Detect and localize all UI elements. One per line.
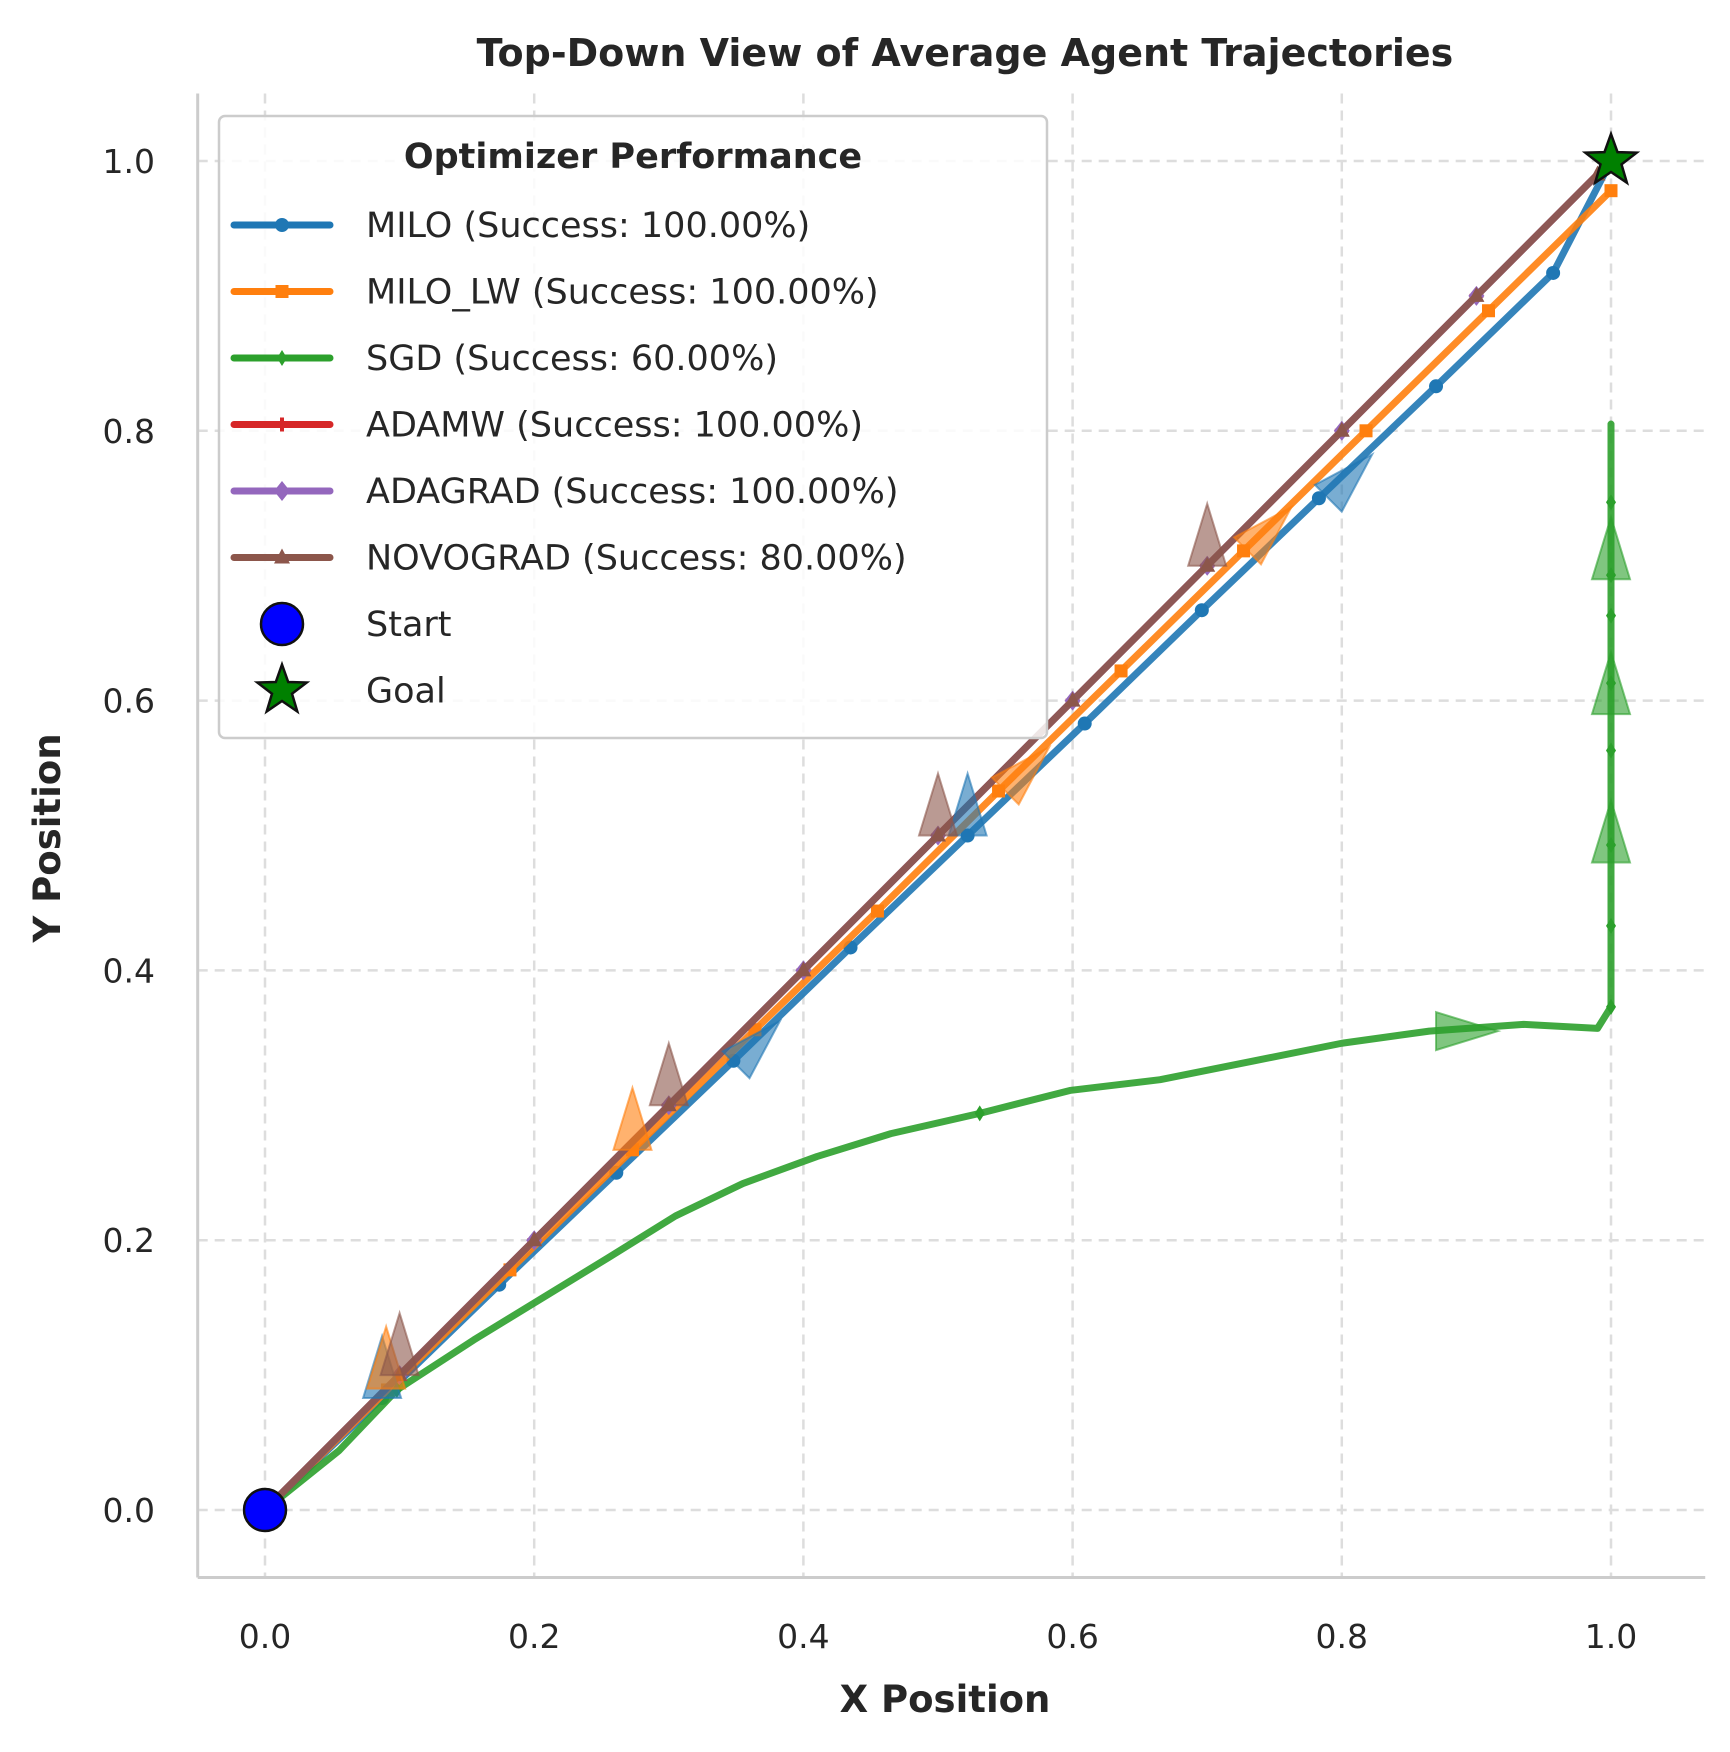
direction-arrow xyxy=(648,1039,690,1107)
data-point xyxy=(1606,742,1616,759)
x-tick-label: 1.0 xyxy=(1585,1617,1637,1656)
legend-label-goal: Goal xyxy=(366,672,446,712)
data-point xyxy=(275,285,289,298)
data-point xyxy=(1077,716,1092,731)
legend-label: ADAMW (Success: 100.00%) xyxy=(366,406,863,446)
legend-label: NOVOGRAD (Success: 80.00%) xyxy=(366,539,907,579)
data-point xyxy=(1606,998,1616,1015)
data-point xyxy=(1194,603,1209,618)
y-axis-label: Y Position xyxy=(26,733,69,943)
data-point xyxy=(1359,424,1373,438)
y-tick-label: 1.0 xyxy=(103,142,155,181)
direction-arrow xyxy=(379,1309,420,1377)
direction-arrow xyxy=(721,1018,783,1080)
legend: Optimizer Performance MILO (Success: 100… xyxy=(217,114,1049,740)
direction-arrow xyxy=(1590,648,1632,716)
data-point xyxy=(526,1231,543,1247)
legend-label-start: Start xyxy=(366,605,452,645)
direction-arrow xyxy=(1590,797,1632,864)
direction-arrow xyxy=(1590,513,1632,581)
x-tick-label: 0.8 xyxy=(1316,1617,1368,1656)
data-point xyxy=(1606,494,1616,511)
direction-arrow xyxy=(1232,504,1294,566)
start-marker xyxy=(242,1487,288,1533)
axes xyxy=(196,93,1706,1579)
chart-title: Top-Down View of Average Agent Trajector… xyxy=(477,31,1454,75)
series-line xyxy=(261,420,1615,1514)
data-point xyxy=(275,417,289,432)
x-tick-label: 0.4 xyxy=(777,1617,829,1656)
legend-label: SGD (Success: 60.00%) xyxy=(366,339,778,379)
direction-arrows xyxy=(361,451,1632,1400)
legend-box xyxy=(217,114,1049,740)
data-point xyxy=(1468,286,1485,302)
data-point xyxy=(795,961,812,977)
direction-arrow xyxy=(947,770,988,837)
direction-arrow xyxy=(1186,500,1228,567)
direction-arrow xyxy=(1313,451,1375,514)
direction-arrow xyxy=(990,744,1052,807)
x-tick-label: 0.0 xyxy=(239,1617,291,1656)
direction-arrow xyxy=(612,1084,653,1151)
legend-label: MILO (Success: 100.00%) xyxy=(366,206,810,246)
data-point xyxy=(1606,607,1616,624)
y-tick-label: 0.0 xyxy=(103,1491,155,1530)
data-point xyxy=(274,548,290,564)
data-point xyxy=(1604,184,1618,198)
data-point xyxy=(1114,664,1128,678)
y-tick-label: 0.6 xyxy=(103,682,155,721)
y-tick-label: 0.4 xyxy=(103,951,155,990)
data-point xyxy=(1311,491,1326,506)
data-point xyxy=(870,904,884,918)
y-tick-label: 0.2 xyxy=(103,1221,155,1260)
data-point xyxy=(1482,304,1496,318)
data-point xyxy=(1333,421,1350,437)
x-tick-label: 0.6 xyxy=(1046,1617,1098,1656)
direction-arrow xyxy=(1435,1010,1502,1052)
x-tick-label: 0.2 xyxy=(508,1617,560,1656)
goal-marker xyxy=(1581,130,1641,186)
data-point xyxy=(275,218,289,232)
x-tick-labels: 0.0 0.2 0.4 0.6 0.8 1.0 xyxy=(239,1617,1637,1656)
direction-arrow xyxy=(917,770,959,837)
legend-label: ADAGRAD (Success: 100.00%) xyxy=(366,472,899,512)
data-point xyxy=(274,481,290,501)
data-point xyxy=(277,350,287,366)
legend-title: Optimizer Performance xyxy=(404,137,862,177)
data-point xyxy=(1429,379,1444,394)
legend-start-marker xyxy=(259,601,305,647)
y-tick-labels: 0.0 0.2 0.4 0.6 0.8 1.0 xyxy=(103,142,155,1530)
x-axis-label: X Position xyxy=(840,1678,1051,1721)
legend-items: MILO (Success: 100.00%) MILO_LW (Success:… xyxy=(230,206,907,715)
data-point xyxy=(974,1105,985,1122)
data-point xyxy=(1064,691,1081,707)
y-tick-label: 0.8 xyxy=(103,412,155,451)
data-point xyxy=(1546,265,1561,280)
legend-goal-marker xyxy=(253,660,311,715)
legend-label: MILO_LW (Success: 100.00%) xyxy=(366,273,879,313)
data-point xyxy=(1606,917,1616,934)
endpoints xyxy=(242,130,1641,1533)
